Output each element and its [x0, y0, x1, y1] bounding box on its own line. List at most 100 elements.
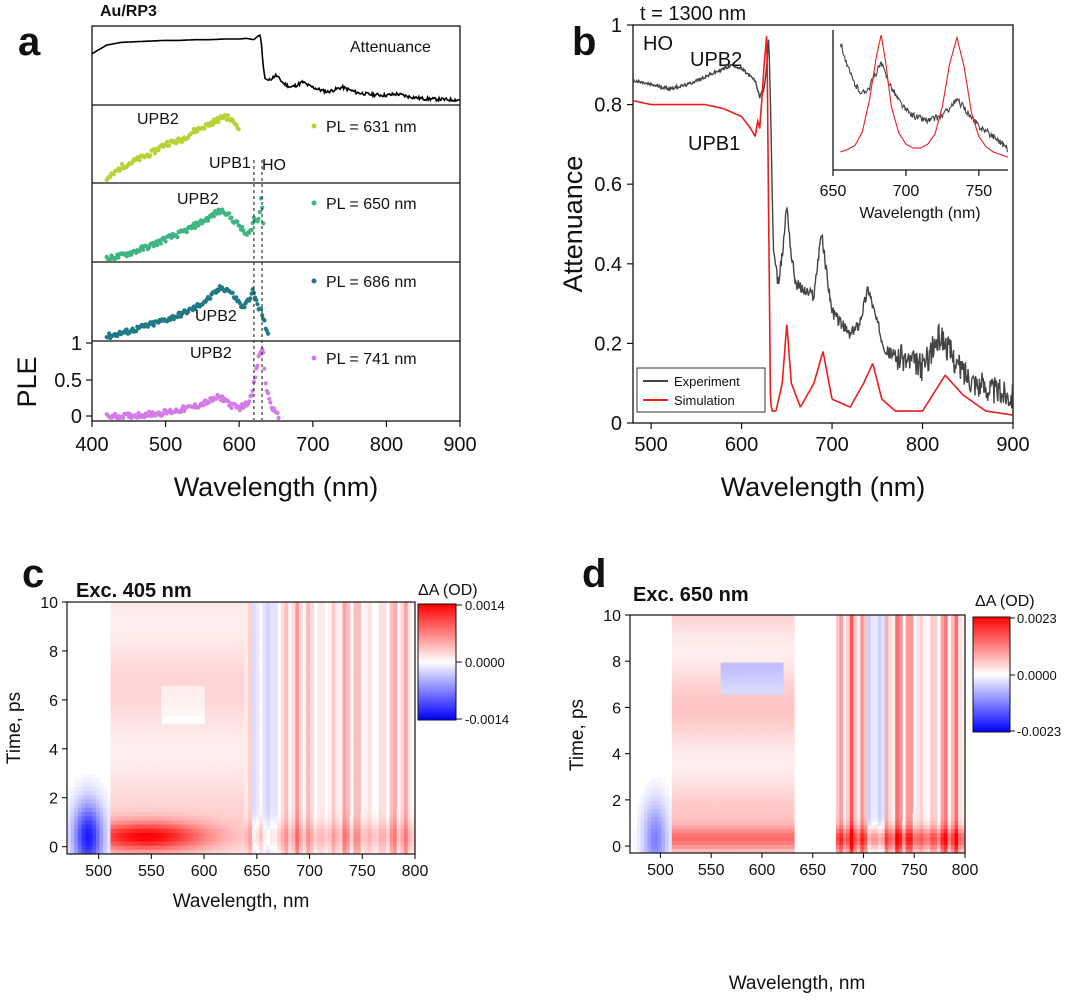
heat-cell: [244, 656, 249, 662]
heat-cell: [125, 778, 130, 784]
heat-cell: [270, 753, 275, 758]
heat-cell: [237, 698, 242, 704]
heat-cell: [248, 740, 253, 746]
heat-cell: [168, 614, 173, 620]
heat-cell: [117, 660, 122, 666]
heat-cell: [139, 837, 144, 842]
heat-cell: [197, 702, 202, 708]
heat-cell: [230, 791, 235, 796]
heat-cell: [154, 623, 159, 628]
heat-cell: [222, 841, 228, 847]
heat-cell: [295, 610, 300, 616]
heat-cell: [222, 791, 228, 796]
heat-cell: [157, 778, 162, 784]
heat-cell: [284, 795, 289, 800]
heat-cell: [197, 665, 202, 670]
heat-cell: [128, 816, 133, 821]
heat-cell: [143, 614, 148, 620]
heat-cell: [157, 635, 162, 641]
ple-point: [207, 400, 212, 405]
heat-cell: [233, 644, 238, 649]
heat-cell: [103, 807, 108, 813]
heat-cell: [179, 807, 184, 813]
heat-cell: [193, 627, 199, 632]
heat-cell: [302, 644, 307, 649]
heat-cell: [237, 799, 242, 805]
heat-cell: [284, 833, 289, 838]
heat-cell: [320, 812, 325, 817]
heat-cell: [302, 795, 307, 800]
heat-cell: [197, 694, 202, 700]
heat-cell: [309, 732, 315, 737]
heat-cell: [114, 841, 119, 847]
heat-cell: [262, 841, 267, 847]
heat-cell: [121, 694, 126, 700]
heat-cell: [320, 845, 325, 851]
heat-cell: [367, 669, 373, 674]
heat-cell: [266, 786, 271, 792]
heat-cell: [121, 765, 126, 771]
heat-cell: [99, 824, 104, 830]
heat-cell: [161, 782, 166, 788]
heat-cell: [193, 816, 199, 821]
heat-cell: [114, 732, 119, 737]
heat-cell: [309, 837, 315, 842]
heat-cell: [183, 820, 188, 826]
heat-cell: [190, 841, 195, 847]
heat-cell: [96, 803, 101, 809]
heat-cell: [237, 820, 242, 826]
heat-cell: [172, 824, 177, 830]
heat-cell: [328, 618, 333, 624]
heat-cell: [317, 753, 322, 758]
heat-cell: [284, 820, 289, 826]
heat-cell: [371, 845, 376, 851]
heat-cell: [88, 774, 93, 779]
heat-cell: [284, 828, 289, 834]
heat-cell: [190, 728, 195, 733]
heat-cell: [335, 753, 340, 758]
heat-cell: [317, 707, 322, 712]
heat-cell: [146, 681, 151, 687]
heat-cell: [309, 610, 315, 616]
heat-cell: [342, 778, 347, 784]
heat-cell: [74, 828, 79, 834]
heat-cell: [117, 778, 122, 784]
heat-cell: [367, 686, 373, 691]
heat-cell: [270, 665, 275, 670]
heat-cell: [382, 618, 387, 624]
heat-cell: [117, 833, 122, 838]
heat-cell: [67, 833, 72, 838]
heat-cell: [208, 728, 213, 733]
heat-cell: [335, 803, 340, 809]
heat-cell: [299, 765, 304, 771]
heat-cell: [215, 606, 220, 611]
heat-cell: [143, 765, 148, 771]
heat-cell: [251, 656, 257, 662]
heat-cell: [364, 614, 369, 620]
heat-cell: [114, 795, 119, 800]
ple-point: [263, 381, 268, 386]
heat-cell: [139, 639, 144, 645]
heat-cell: [172, 816, 177, 821]
heat-cell: [302, 824, 307, 830]
heat-cell: [110, 732, 115, 737]
heat-cell: [244, 639, 249, 645]
heat-cell: [331, 761, 336, 767]
heat-cell: [143, 660, 148, 666]
heat-cell: [190, 786, 195, 792]
heat-cell: [186, 627, 191, 632]
heat-cell: [212, 681, 217, 687]
heat-cell: [357, 845, 362, 851]
heat-cell: [139, 816, 144, 821]
heat-cell: [77, 837, 83, 842]
heat-cell: [110, 681, 115, 687]
ple-point: [260, 313, 265, 318]
inset-experiment-line: [839, 42, 1008, 153]
heat-cell: [291, 841, 296, 847]
heat-cell: [309, 606, 315, 611]
heat-cell: [378, 698, 383, 704]
heat-cell: [139, 673, 144, 679]
heat-cell: [121, 841, 126, 847]
heat-cell: [139, 799, 144, 805]
heat-cell: [172, 803, 177, 809]
